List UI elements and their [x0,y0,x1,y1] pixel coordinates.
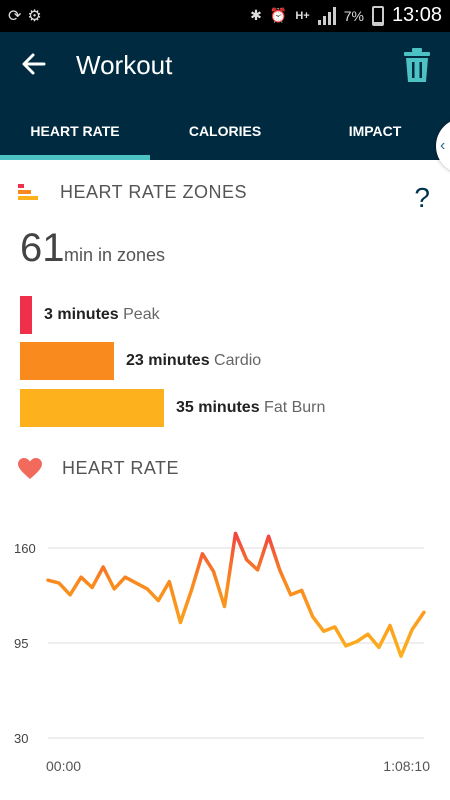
trash-icon[interactable] [402,48,432,84]
zone-name: Fat Burn [259,399,326,416]
app-bar: Workout [0,32,450,100]
tab-bar: HEART RATE CALORIES IMPACT [0,100,450,160]
zones-title: HEART RATE ZONES [60,182,248,202]
alarm-icon: ⏰ [269,7,288,23]
total-minutes: 61 [20,226,65,270]
status-icons: ✱ ⏰ H+ 7% 13:08 [250,4,442,27]
heart-icon [18,458,42,485]
total-minutes-label: min in zones [64,245,166,265]
zone-bar [20,296,32,334]
zone-label: 23 minutes Cardio [126,352,261,370]
zone-name: Peak [118,306,160,323]
y-tick-label: 95 [14,636,28,651]
settings-icon: ⚙ [27,8,48,25]
heart-rate-chart: 160 95 30 00:00 1:08:10 [14,531,430,774]
tab-impact[interactable]: IMPACT [348,123,402,139]
x-tick-label: 1:08:10 [383,758,430,774]
signal-icon [317,6,336,25]
sync-icon: ⟳ [8,8,28,25]
zone-minutes: 23 minutes [126,352,210,369]
zones-icon [18,184,40,207]
y-tick-label: 30 [14,731,28,746]
zone-name: Cardio [209,352,262,369]
back-arrow-icon[interactable] [20,50,52,82]
clock: 13:08 [391,4,442,26]
notification-icons: ⟳⚙ [8,6,48,26]
tab-heart-rate[interactable]: HEART RATE [0,100,150,160]
heart-rate-series-line [46,531,426,658]
zone-minutes: 35 minutes [176,399,260,416]
heart-rate-title: HEART RATE [62,458,180,478]
zone-label: 3 minutes Peak [44,306,160,324]
zone-bar [20,389,164,427]
network-type: H+ [295,9,310,22]
x-tick-label: 00:00 [46,758,81,774]
status-bar: ⟳⚙ ✱ ⏰ H+ 7% 13:08 [0,0,450,32]
zone-label: 35 minutes Fat Burn [176,399,325,417]
battery-percent: 7% [343,7,364,24]
y-tick-label: 160 [14,541,36,556]
chevron-left-icon: ‹ [440,137,446,154]
battery-icon [371,5,384,26]
page-title: Workout [76,50,173,80]
zone-bar [20,342,114,380]
zone-minutes: 3 minutes [44,306,119,323]
bluetooth-icon: ✱ [250,7,262,23]
help-icon[interactable]: ? [414,182,430,213]
drawer-handle[interactable]: ‹ [436,118,450,174]
tab-calories[interactable]: CALORIES [188,123,262,139]
